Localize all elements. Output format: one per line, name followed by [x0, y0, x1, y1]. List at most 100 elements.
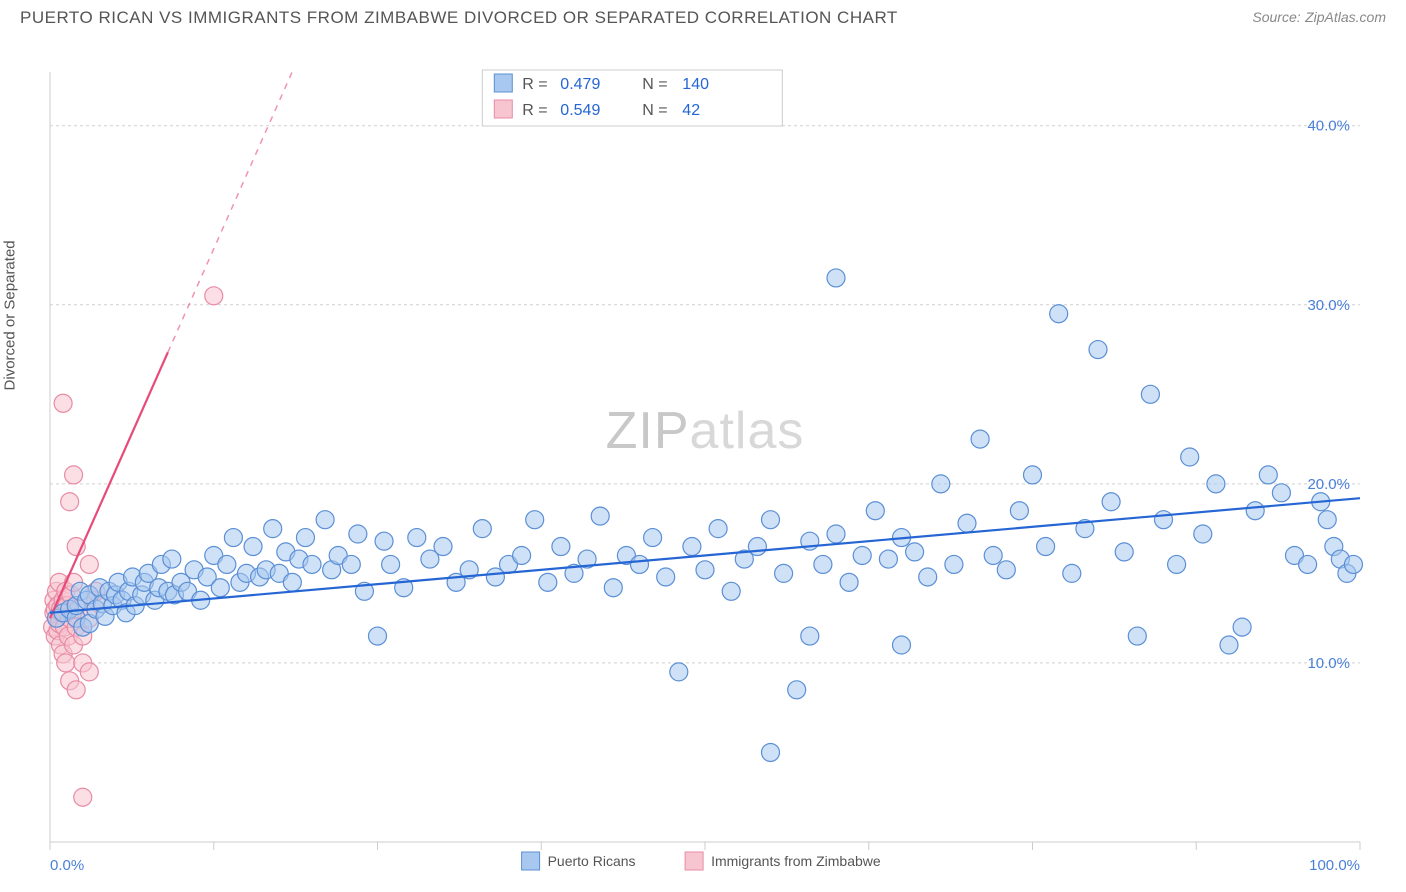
trendline-pink-extrapolated	[168, 72, 292, 352]
data-point-pink	[205, 287, 223, 305]
data-point-blue	[591, 507, 609, 525]
data-point-blue	[316, 511, 334, 529]
data-point-blue	[224, 529, 242, 547]
data-point-blue	[552, 538, 570, 556]
data-point-blue	[722, 582, 740, 600]
ytick-label: 10.0%	[1307, 655, 1350, 672]
data-point-blue	[1344, 555, 1362, 573]
data-point-blue	[657, 568, 675, 586]
data-point-blue	[827, 269, 845, 287]
data-point-blue	[1259, 466, 1277, 484]
watermark: ZIPatlas	[606, 402, 805, 460]
data-point-blue	[303, 555, 321, 573]
data-point-blue	[369, 627, 387, 645]
data-point-blue	[945, 555, 963, 573]
data-point-blue	[919, 568, 937, 586]
data-point-blue	[1102, 493, 1120, 511]
data-point-pink	[54, 394, 72, 412]
data-point-blue	[644, 529, 662, 547]
data-point-blue	[1010, 502, 1028, 520]
data-point-blue	[1318, 511, 1336, 529]
legend-swatch	[494, 74, 512, 92]
ytick-label: 40.0%	[1307, 118, 1350, 135]
data-point-blue	[827, 525, 845, 543]
legend-n-value: 42	[682, 102, 700, 119]
data-point-blue	[696, 561, 714, 579]
data-point-blue	[1181, 448, 1199, 466]
legend-r-value: 0.479	[560, 76, 600, 93]
data-point-blue	[342, 555, 360, 573]
data-point-blue	[382, 555, 400, 573]
legend-n-label: N =	[642, 76, 667, 93]
data-point-blue	[473, 520, 491, 538]
data-point-blue	[840, 573, 858, 591]
data-point-blue	[788, 681, 806, 699]
trendline-blue	[50, 498, 1360, 613]
data-point-pink	[80, 555, 98, 573]
data-point-blue	[1168, 555, 1186, 573]
data-point-blue	[866, 502, 884, 520]
data-point-blue	[1063, 564, 1081, 582]
chart-container: Divorced or Separated 10.0%20.0%30.0%40.…	[0, 32, 1406, 882]
data-point-blue	[1037, 538, 1055, 556]
legend-r-value: 0.549	[560, 102, 600, 119]
data-point-blue	[775, 564, 793, 582]
data-point-pink	[74, 788, 92, 806]
data-point-blue	[1299, 555, 1317, 573]
data-point-pink	[57, 654, 75, 672]
xtick-label: 0.0%	[50, 857, 84, 874]
scatter-chart: 10.0% 20.0% 30.0% 40.0% 0.0% 100.0% ZIPatlas R …	[0, 32, 1406, 882]
data-point-blue	[349, 525, 367, 543]
data-point-blue	[1272, 484, 1290, 502]
data-point-blue	[375, 532, 393, 550]
ytick-label: 30.0%	[1307, 297, 1350, 314]
data-point-pink	[80, 663, 98, 681]
data-point-blue	[1050, 305, 1068, 323]
data-point-blue	[906, 543, 924, 561]
data-point-blue	[631, 555, 649, 573]
data-point-blue	[932, 475, 950, 493]
data-point-blue	[1207, 475, 1225, 493]
data-point-blue	[1128, 627, 1146, 645]
data-point-blue	[296, 529, 314, 547]
data-point-blue	[1141, 385, 1159, 403]
data-point-pink	[67, 681, 85, 699]
source-value: ZipAtlas.com	[1305, 9, 1386, 25]
legend-series-label: Puerto Ricans	[548, 853, 636, 869]
data-point-blue	[218, 555, 236, 573]
data-point-pink	[61, 493, 79, 511]
data-point-blue	[670, 663, 688, 681]
data-point-blue	[1024, 466, 1042, 484]
data-point-blue	[748, 538, 766, 556]
data-point-blue	[801, 627, 819, 645]
ytick-label: 20.0%	[1307, 476, 1350, 493]
data-point-blue	[1220, 636, 1238, 654]
xtick-label: 100.0%	[1309, 857, 1360, 874]
source-label: Source:	[1252, 9, 1300, 25]
legend-series-label: Immigrants from Zimbabwe	[711, 853, 881, 869]
data-point-blue	[762, 511, 780, 529]
data-point-blue	[244, 538, 262, 556]
data-point-blue	[513, 546, 531, 564]
legend-n-value: 140	[682, 76, 709, 93]
legend-swatch	[685, 852, 703, 870]
data-point-pink	[65, 466, 83, 484]
data-point-blue	[879, 550, 897, 568]
data-point-blue	[526, 511, 544, 529]
data-point-blue	[971, 430, 989, 448]
data-point-blue	[539, 573, 557, 591]
data-point-blue	[1115, 543, 1133, 561]
legend-n-label: N =	[642, 102, 667, 119]
chart-title: PUERTO RICAN VS IMMIGRANTS FROM ZIMBABWE…	[20, 8, 898, 28]
data-point-blue	[893, 636, 911, 654]
data-point-blue	[984, 546, 1002, 564]
data-point-blue	[1194, 525, 1212, 543]
data-point-blue	[997, 561, 1015, 579]
data-point-blue	[683, 538, 701, 556]
legend-r-label: R =	[522, 102, 547, 119]
data-point-blue	[814, 555, 832, 573]
legend-swatch	[522, 852, 540, 870]
data-point-blue	[604, 579, 622, 597]
data-point-blue	[264, 520, 282, 538]
legend-swatch	[494, 100, 512, 118]
